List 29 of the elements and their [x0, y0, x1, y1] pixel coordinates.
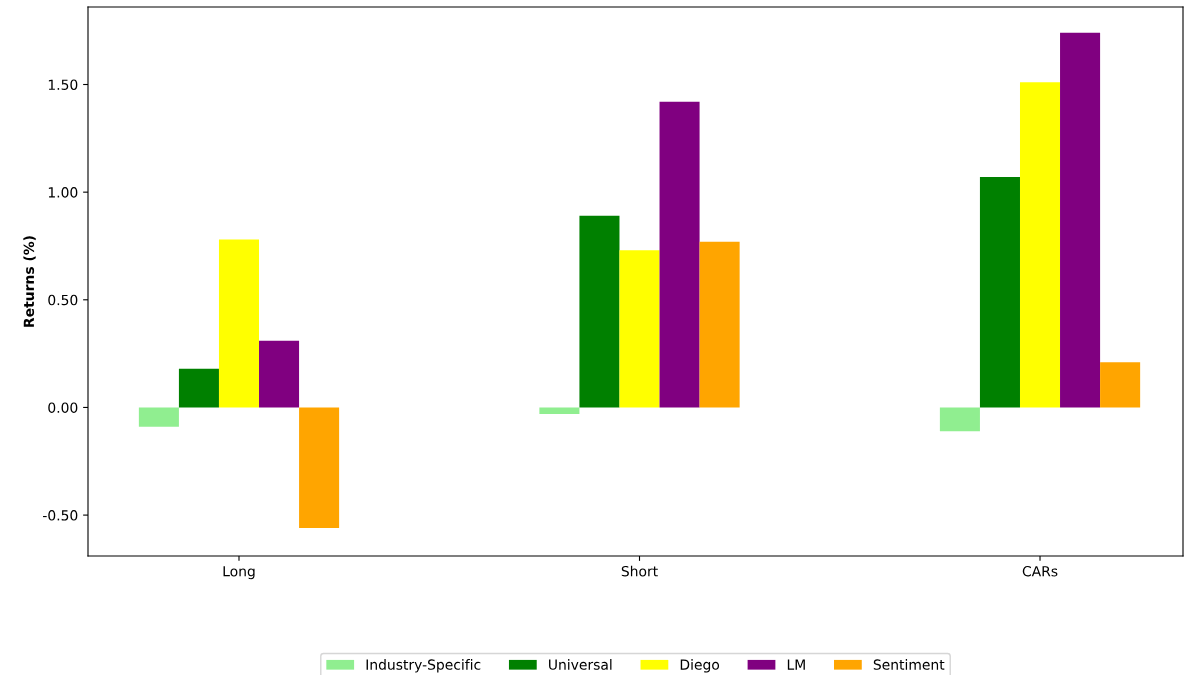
y-tick-label: 1.50	[48, 79, 78, 90]
bar	[1100, 362, 1141, 408]
x-tick-label: Long	[223, 566, 255, 580]
bar	[259, 340, 300, 408]
legend-label: LM	[787, 659, 805, 670]
bar	[178, 368, 219, 408]
bar	[539, 407, 580, 414]
bar	[1019, 82, 1061, 408]
bar	[619, 250, 660, 408]
legend-label: Sentiment	[873, 659, 945, 670]
y-tick-label: 1.00	[48, 187, 78, 198]
y-tick-label: 0.50	[48, 294, 78, 306]
bar	[1060, 32, 1101, 408]
bar	[579, 215, 620, 408]
bar	[939, 407, 980, 432]
bar	[659, 101, 700, 408]
legend-label: Universal	[549, 659, 612, 670]
bar	[299, 407, 340, 529]
x-tick-label: Short	[621, 565, 658, 577]
y-tick-label: -0.50	[43, 510, 78, 521]
y-axis-title: Returns (%)	[23, 236, 36, 327]
legend-label: Industry-Specific	[366, 659, 481, 673]
legend-label: Diego	[680, 659, 720, 673]
bar	[699, 241, 740, 408]
x-tick-label: CARs	[1022, 565, 1058, 577]
bar	[979, 177, 1020, 408]
y-tick-label: 0.00	[48, 402, 78, 413]
bar	[218, 239, 260, 408]
bar	[138, 407, 179, 427]
